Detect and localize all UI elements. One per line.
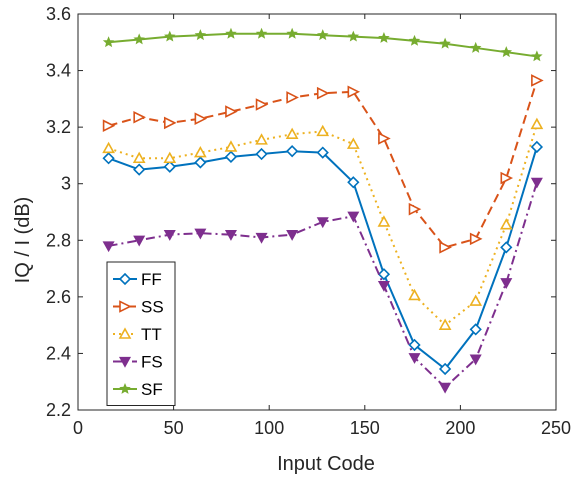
y-tick-label: 3.4 [46, 61, 71, 81]
y-tick-label: 3.6 [46, 4, 71, 24]
y-tick-label: 2.2 [46, 400, 71, 420]
y-axis-label: IQ / I (dB) [12, 197, 34, 284]
x-tick-label: 0 [73, 418, 83, 438]
legend-label: SS [141, 298, 164, 317]
x-tick-label: 150 [350, 418, 380, 438]
legend: FF SS TT FS SF [107, 262, 175, 406]
y-tick-label: 2.4 [46, 343, 71, 363]
y-tick-label: 2.6 [46, 287, 71, 307]
legend-label: TT [141, 325, 162, 344]
x-axis-label: Input Code [277, 453, 375, 475]
y-tick-label: 3.2 [46, 117, 71, 137]
x-tick-label: 100 [254, 418, 284, 438]
y-tick-label: 2.8 [46, 230, 71, 250]
y-tick-label: 3 [61, 174, 71, 194]
x-tick-label: 50 [164, 418, 184, 438]
legend-label: SF [141, 380, 163, 399]
legend-label: FS [141, 353, 163, 372]
legend-label: FF [141, 270, 162, 289]
x-tick-label: 200 [445, 418, 475, 438]
x-tick-label: 250 [541, 418, 571, 438]
